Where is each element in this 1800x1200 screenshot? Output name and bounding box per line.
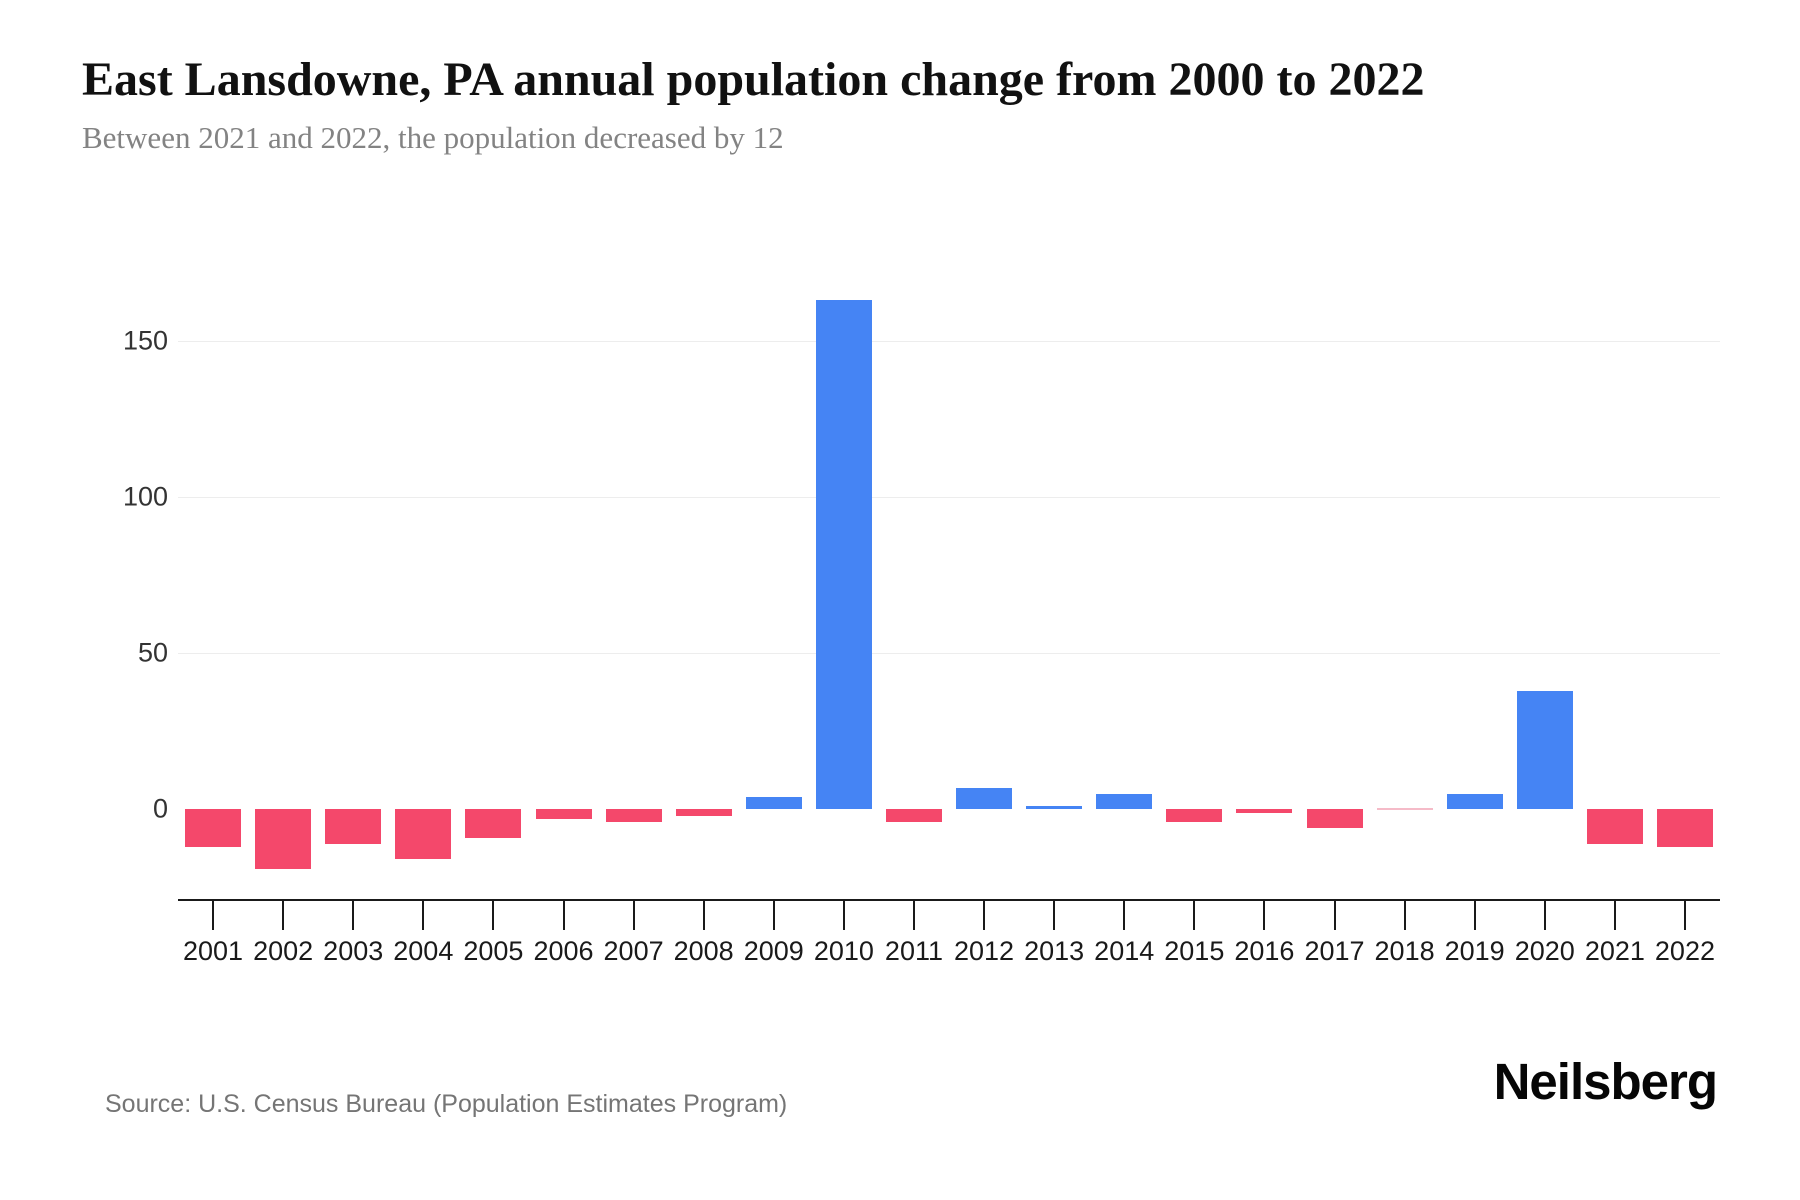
x-axis-label-2009: 2009: [743, 936, 804, 966]
x-axis-label-2014: 2014: [1094, 936, 1155, 966]
bar-2006[interactable]: [535, 809, 592, 819]
bar-2018[interactable]: [1376, 808, 1433, 811]
neilsberg-logo: Neilsberg: [1493, 1053, 1718, 1110]
x-axis-label-2017: 2017: [1304, 936, 1365, 966]
x-tick-2011: [912, 901, 915, 930]
x-tick-2014: [1123, 901, 1126, 930]
x-tick-2015: [1193, 901, 1196, 930]
x-axis-label-2010: 2010: [813, 936, 874, 966]
x-axis-label-2005: 2005: [463, 936, 524, 966]
bar-2001[interactable]: [185, 809, 242, 847]
source-note: Source: U.S. Census Bureau (Population E…: [105, 1090, 788, 1118]
x-tick-2005: [492, 901, 495, 930]
x-tick-2012: [983, 901, 986, 930]
bar-2009[interactable]: [745, 796, 802, 810]
chart-subtitle: Between 2021 and 2022, the population de…: [82, 120, 784, 155]
x-tick-2020: [1543, 901, 1546, 930]
x-axis-label-2020: 2020: [1514, 936, 1575, 966]
gridline-150: [178, 340, 1720, 342]
x-axis-label-2012: 2012: [953, 936, 1015, 966]
bar-2022[interactable]: [1656, 809, 1713, 847]
bar-2003[interactable]: [325, 809, 382, 844]
x-axis-label-2008: 2008: [673, 936, 734, 966]
x-tick-2016: [1263, 901, 1266, 930]
bar-2021[interactable]: [1586, 809, 1643, 844]
bar-2020[interactable]: [1516, 690, 1573, 810]
bar-2013[interactable]: [1026, 806, 1083, 810]
x-tick-2003: [352, 901, 355, 930]
x-axis-label-2001: 2001: [182, 936, 244, 966]
x-axis-label-2015: 2015: [1164, 936, 1225, 966]
bar-2008[interactable]: [675, 809, 732, 816]
x-tick-2021: [1613, 901, 1616, 930]
chart-title: East Lansdowne, PA annual population cha…: [82, 53, 1425, 106]
bar-2017[interactable]: [1306, 809, 1363, 829]
x-axis-label-2013: 2013: [1024, 936, 1085, 966]
x-tick-2004: [422, 901, 425, 930]
bar-2016[interactable]: [1236, 809, 1293, 813]
x-axis-label-2003: 2003: [323, 936, 384, 966]
x-tick-2007: [632, 901, 635, 930]
bar-2012[interactable]: [956, 787, 1013, 810]
x-tick-2009: [772, 901, 775, 930]
bar-2011[interactable]: [885, 809, 942, 822]
bar-2005[interactable]: [465, 809, 522, 838]
x-axis-label-2002: 2002: [253, 936, 314, 966]
x-tick-2013: [1053, 901, 1056, 930]
x-axis-label-2021: 2021: [1584, 936, 1645, 966]
x-tick-2001: [212, 901, 215, 930]
bar-2019[interactable]: [1446, 793, 1503, 810]
x-axis-label-2016: 2016: [1234, 936, 1295, 966]
bar-2015[interactable]: [1166, 809, 1223, 822]
y-axis-label-0: 0: [152, 793, 168, 824]
y-axis-label-100: 100: [122, 481, 168, 512]
x-axis-label-2022: 2022: [1654, 936, 1715, 966]
gridline-50: [178, 653, 1720, 655]
x-tick-2010: [842, 901, 845, 930]
x-axis-label-2019: 2019: [1444, 936, 1505, 966]
x-axis-line: [178, 899, 1720, 901]
y-axis-label-150: 150: [122, 325, 168, 356]
x-axis-label-2006: 2006: [533, 936, 594, 966]
bar-2010[interactable]: [815, 300, 872, 810]
x-axis-label-2018: 2018: [1374, 936, 1435, 966]
x-tick-2022: [1683, 901, 1686, 930]
bar-2002[interactable]: [255, 809, 312, 869]
x-tick-2019: [1473, 901, 1476, 930]
bar-2007[interactable]: [605, 809, 662, 822]
bar-2004[interactable]: [395, 809, 452, 860]
x-axis-label-2007: 2007: [603, 936, 664, 966]
x-tick-2006: [562, 901, 565, 930]
plot-area: 0 50 100 150: [123, 250, 1720, 900]
x-tick-2018: [1403, 901, 1406, 930]
bar-2014[interactable]: [1096, 793, 1153, 810]
x-tick-2002: [282, 901, 285, 930]
x-tick-2008: [702, 901, 705, 930]
x-axis-label-2011: 2011: [884, 936, 943, 966]
x-axis-label-2004: 2004: [393, 936, 454, 966]
y-axis-label-50: 50: [137, 637, 168, 668]
gridline-100: [178, 496, 1720, 498]
x-tick-2017: [1333, 901, 1336, 930]
